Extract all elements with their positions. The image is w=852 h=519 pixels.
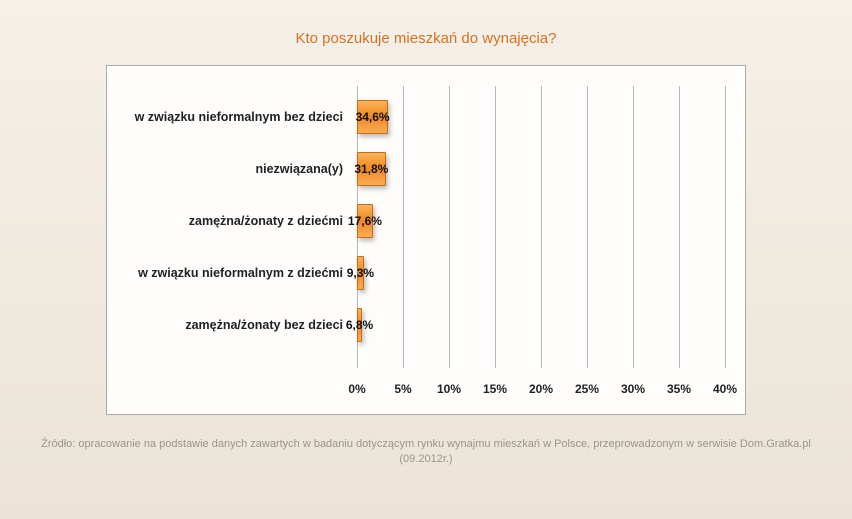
bar: 17,6% bbox=[357, 204, 373, 238]
bar-value-label: 31,8% bbox=[354, 162, 388, 176]
bar-row: zamężna/żonaty bez dzieci6,8% bbox=[357, 308, 386, 342]
x-tick-label: 10% bbox=[437, 382, 461, 396]
bar: 9,3% bbox=[357, 256, 364, 290]
gridline bbox=[541, 86, 542, 368]
chart-title: Kto poszukuje mieszkań do wynajęcia? bbox=[296, 30, 557, 47]
x-tick-label: 35% bbox=[667, 382, 691, 396]
bar-row: w związku nieformalnym z dziećmi9,3% bbox=[357, 256, 386, 290]
bar: 34,6% bbox=[357, 100, 388, 134]
chart-frame: 0% 5% 10% 15% 20% 25% 30% 35% 40% w związku niefo… bbox=[106, 65, 746, 415]
category-label: zamężna/żonaty bez dzieci bbox=[185, 318, 343, 332]
bar-row: w związku nieformalnym bez dzieci34,6% bbox=[357, 100, 393, 134]
category-label: w związku nieformalnym z dziećmi bbox=[138, 266, 343, 280]
x-tick-label: 25% bbox=[575, 382, 599, 396]
bar-row: niezwiązana(y)31,8% bbox=[357, 152, 393, 186]
bar-value-label: 34,6% bbox=[356, 110, 390, 124]
bar: 31,8% bbox=[357, 152, 386, 186]
bar-row: zamężna/żonaty z dziećmi17,6% bbox=[357, 204, 393, 238]
gridline bbox=[403, 86, 404, 368]
plot-area: 0%5%10%15%20%25%30%35%40%w związku niefo… bbox=[357, 94, 725, 364]
x-tick-label: 15% bbox=[483, 382, 507, 396]
category-label: w związku nieformalnym bez dzieci bbox=[135, 110, 343, 124]
gridline bbox=[679, 86, 680, 368]
gridline bbox=[633, 86, 634, 368]
bar-value-label: 6,8% bbox=[346, 318, 373, 332]
source-text: Źródło: opracowanie na podstawie danych … bbox=[36, 437, 816, 467]
gridline bbox=[495, 86, 496, 368]
gridline bbox=[725, 86, 726, 368]
category-label: niezwiązana(y) bbox=[255, 162, 343, 176]
x-tick-label: 0% bbox=[348, 382, 365, 396]
x-tick-label: 30% bbox=[621, 382, 645, 396]
x-tick-label: 20% bbox=[529, 382, 553, 396]
gridline bbox=[449, 86, 450, 368]
x-tick-label: 40% bbox=[713, 382, 737, 396]
bar-value-label: 17,6% bbox=[348, 214, 382, 228]
bar: 6,8% bbox=[357, 308, 362, 342]
category-label: zamężna/żonaty z dziećmi bbox=[189, 214, 343, 228]
bar-value-label: 9,3% bbox=[347, 266, 374, 280]
gridline bbox=[587, 86, 588, 368]
x-tick-label: 5% bbox=[394, 382, 411, 396]
